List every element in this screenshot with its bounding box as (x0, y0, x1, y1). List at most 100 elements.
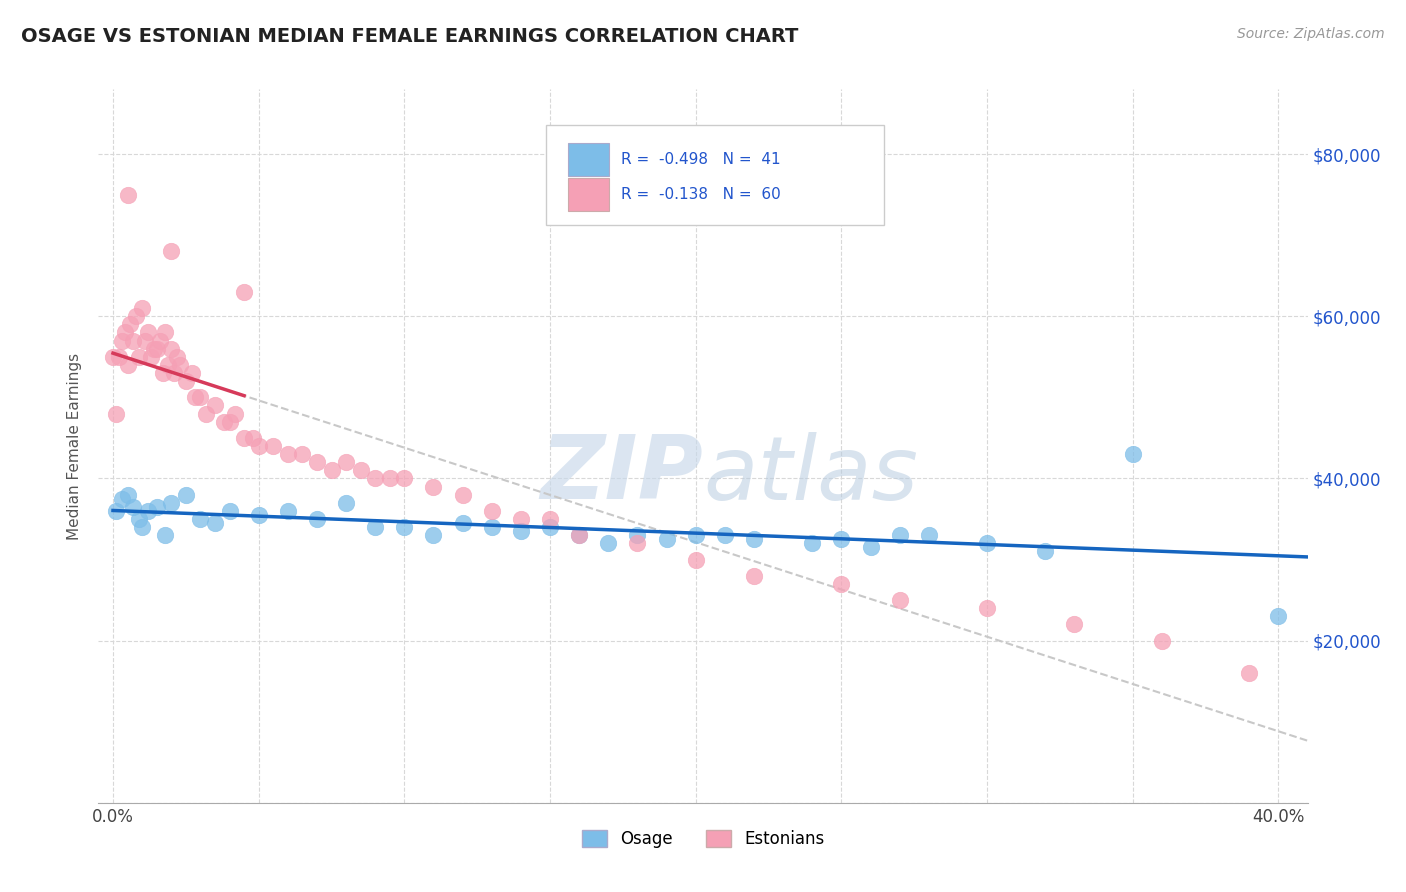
FancyBboxPatch shape (568, 178, 609, 211)
Point (742, 568, 765, 582)
Point (233, 431, 256, 445)
Point (157, 358, 180, 372)
Point (122, 500, 145, 514)
Point (394, 471, 416, 485)
Point (277, 447, 299, 461)
Text: ZIP: ZIP (540, 431, 703, 518)
Point (889, 593, 911, 607)
Legend: Osage, Estonians: Osage, Estonians (575, 823, 831, 855)
Point (321, 463, 343, 477)
Point (114, 326, 136, 340)
Point (801, 536, 824, 550)
Point (128, 350, 150, 364)
Point (145, 500, 167, 514)
Point (160, 342, 183, 356)
Point (190, 390, 212, 404)
Text: R =  -0.138   N =  60: R = -0.138 N = 60 (621, 187, 780, 202)
Point (364, 471, 387, 485)
Point (378, 471, 401, 485)
Point (174, 488, 197, 502)
Point (125, 310, 148, 324)
Point (538, 512, 561, 526)
Point (451, 516, 474, 530)
Point (131, 301, 153, 315)
Point (195, 407, 218, 421)
Point (509, 512, 531, 526)
Point (104, 407, 127, 421)
Point (204, 516, 226, 530)
Point (101, 350, 124, 364)
Point (976, 536, 998, 550)
Point (224, 407, 246, 421)
Point (218, 504, 240, 518)
Point (204, 399, 226, 413)
Point (509, 524, 531, 538)
Point (117, 187, 139, 202)
Point (242, 431, 264, 445)
Point (714, 528, 737, 542)
Point (152, 366, 174, 380)
Point (262, 439, 284, 453)
Point (598, 536, 620, 550)
Point (626, 528, 648, 542)
Point (626, 536, 648, 550)
Point (122, 334, 145, 348)
Point (163, 366, 186, 380)
Point (568, 528, 591, 542)
Point (142, 342, 165, 356)
Point (1150, 633, 1173, 648)
Point (120, 318, 142, 332)
Text: OSAGE VS ESTONIAN MEDIAN FEMALE EARNINGS CORRELATION CHART: OSAGE VS ESTONIAN MEDIAN FEMALE EARNINGS… (21, 27, 799, 45)
Point (918, 528, 941, 542)
Point (568, 528, 591, 542)
Point (538, 520, 561, 534)
Point (364, 520, 387, 534)
Point (685, 552, 707, 566)
Y-axis label: Median Female Earnings: Median Female Earnings (67, 352, 83, 540)
Point (149, 334, 172, 348)
FancyBboxPatch shape (546, 125, 884, 225)
Point (233, 285, 256, 299)
Point (830, 533, 852, 547)
Point (247, 508, 270, 522)
Point (155, 528, 177, 542)
Point (128, 512, 150, 526)
Point (1033, 544, 1056, 558)
Point (174, 374, 197, 388)
Point (160, 496, 183, 510)
Point (104, 504, 127, 518)
Point (139, 350, 162, 364)
Point (136, 504, 159, 518)
Text: R =  -0.498   N =  41: R = -0.498 N = 41 (621, 152, 780, 167)
Point (422, 528, 444, 542)
Point (277, 504, 299, 518)
Point (1122, 447, 1144, 461)
Point (247, 439, 270, 453)
Point (1239, 666, 1261, 681)
Point (166, 350, 188, 364)
Point (830, 577, 852, 591)
Point (136, 326, 159, 340)
Point (131, 520, 153, 534)
Point (169, 358, 191, 372)
Point (335, 496, 357, 510)
Point (394, 520, 416, 534)
Point (218, 415, 240, 429)
Point (1063, 617, 1085, 632)
Point (180, 366, 202, 380)
Point (481, 504, 503, 518)
Point (685, 528, 707, 542)
Point (160, 244, 183, 259)
Point (350, 463, 373, 477)
Point (134, 334, 156, 348)
Point (742, 533, 765, 547)
Point (145, 342, 167, 356)
Point (212, 415, 235, 429)
Point (451, 488, 474, 502)
Point (305, 512, 328, 526)
Text: atlas: atlas (703, 432, 918, 517)
Point (111, 334, 134, 348)
Text: Source: ZipAtlas.com: Source: ZipAtlas.com (1237, 27, 1385, 41)
Point (889, 528, 911, 542)
Point (291, 447, 314, 461)
